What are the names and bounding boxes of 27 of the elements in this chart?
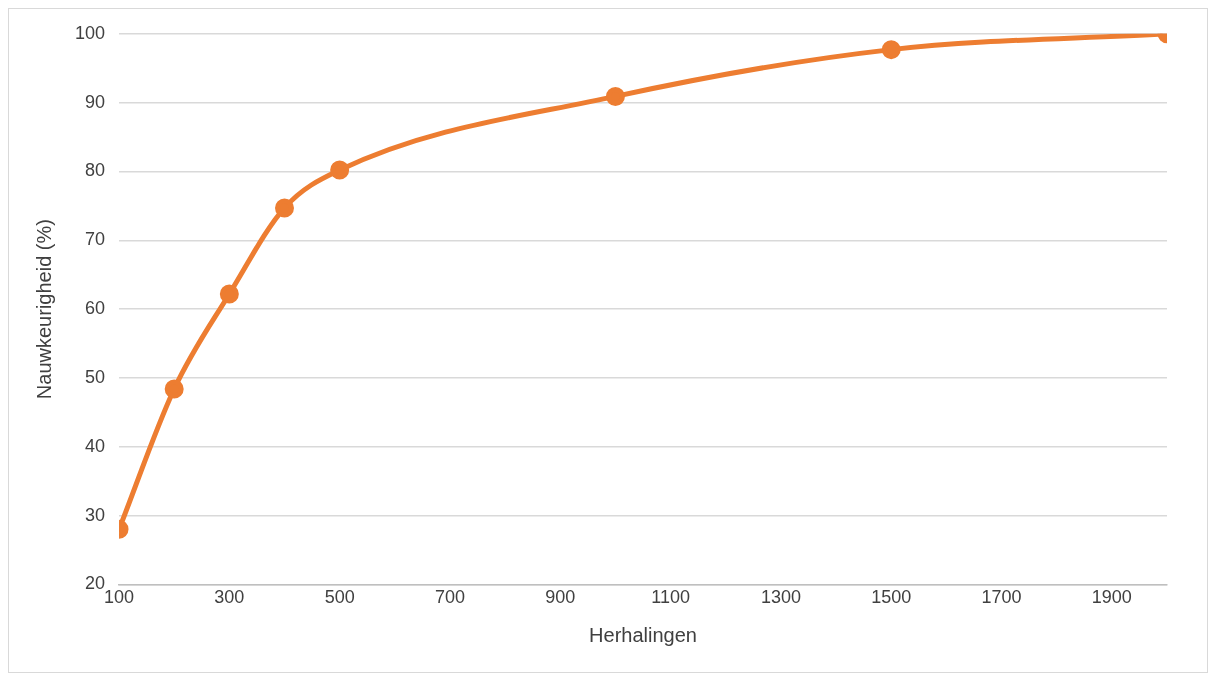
x-tick-label: 900 <box>545 587 576 608</box>
y-tick-label: 70 <box>85 229 106 250</box>
x-tick-label: 1700 <box>981 587 1022 608</box>
x-tick-label: 500 <box>324 587 355 608</box>
y-tick-label: 100 <box>74 22 106 43</box>
point <box>881 40 901 60</box>
y-tick-label: 30 <box>85 504 106 525</box>
y-tick-label: 80 <box>85 160 106 181</box>
y-tick-label: 40 <box>85 435 106 456</box>
point <box>605 86 625 106</box>
point <box>219 284 239 304</box>
point <box>164 379 184 399</box>
x-tick-label: 100 <box>104 587 135 608</box>
x-tick-label: 1300 <box>760 587 801 608</box>
x-tick-label: 300 <box>214 587 245 608</box>
y-axis-title: Nauwkeurigheid (%) <box>32 219 55 400</box>
y-tick-label: 20 <box>85 573 106 594</box>
point <box>330 160 350 180</box>
x-tick-label: 700 <box>434 587 465 608</box>
point <box>275 198 294 218</box>
x-tick-label: 1900 <box>1091 587 1132 608</box>
x-axis-title: Herhalingen <box>589 623 697 646</box>
y-tick-label: 50 <box>85 366 106 387</box>
x-tick-label: 1100 <box>651 587 690 608</box>
x-tick-label: 1500 <box>871 587 912 608</box>
y-tick-label: 60 <box>85 298 106 319</box>
y-tick-label: 90 <box>85 91 106 112</box>
